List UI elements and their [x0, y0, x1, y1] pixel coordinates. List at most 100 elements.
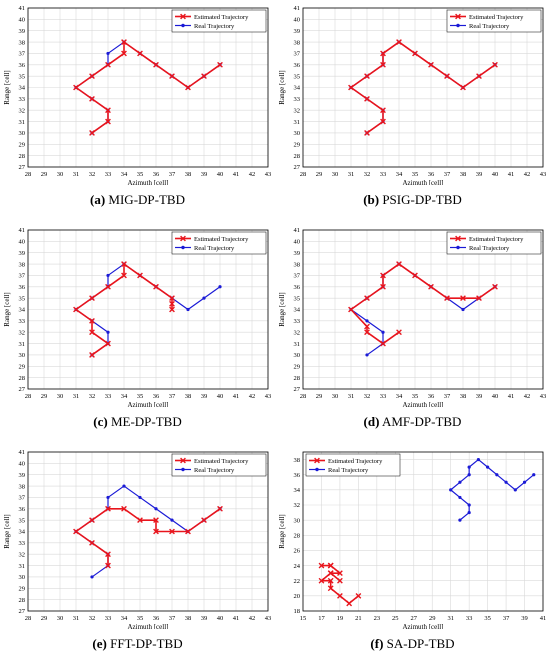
y-tick-label: 29	[294, 141, 301, 148]
estimated-point-stroke	[89, 539, 95, 546]
real-point	[138, 495, 142, 500]
legend-real-label: Real Trajectory	[469, 23, 510, 30]
estimated-point	[396, 329, 402, 336]
x-axis-label: Azimuth [cell]	[402, 179, 443, 185]
estimated-point	[121, 261, 127, 267]
real-point	[365, 353, 369, 357]
estimated-point	[89, 539, 95, 546]
estimated-point	[73, 528, 79, 535]
y-tick-label: 31	[294, 119, 301, 126]
y-tick-label: 38	[294, 457, 301, 464]
estimated-point-stroke	[364, 95, 370, 102]
legend-estimated-label: Estimated Trajectory	[194, 236, 249, 243]
panel-c: 28 29 30 31 32 33 34 35 36 37 38 39 40 41 42 43 27 28 29 30…	[0, 222, 275, 407]
estimated-point-stroke	[137, 517, 143, 524]
y-tick-label: 38	[19, 261, 26, 268]
x-tick-label: 37	[169, 393, 176, 400]
estimated-point-stroke	[428, 61, 434, 68]
legend-estimated-marker	[314, 457, 320, 464]
caption-b-text: PSIG-DP-TBD	[382, 192, 462, 207]
y-tick-label: 29	[19, 363, 26, 370]
estimated-point-stroke	[185, 528, 191, 535]
x-tick-label: 30	[57, 393, 64, 400]
estimated-point	[428, 283, 434, 290]
legend-estimated-marker	[180, 235, 186, 242]
estimated-point-stroke	[337, 592, 343, 599]
legend-real-label: Real Trajectory	[328, 467, 369, 474]
estimated-point	[201, 73, 207, 80]
x-tick-label: 40	[217, 615, 224, 622]
estimated-point-stroke	[121, 50, 127, 57]
y-tick-label: 36	[19, 506, 26, 513]
estimated-point-stroke	[380, 107, 386, 114]
x-tick-label: 39	[476, 171, 483, 178]
y-tick-label: 39	[294, 28, 301, 35]
estimated-point	[396, 261, 402, 267]
y-tick-label: 24	[294, 563, 301, 570]
y-tick-label: 30	[294, 130, 301, 137]
real-point	[106, 51, 110, 56]
x-tick-label: 41	[233, 171, 240, 178]
x-tick-label: 41	[508, 171, 515, 178]
estimated-point-stroke	[153, 283, 159, 290]
y-tick-label: 27	[19, 164, 26, 171]
x-tick-label: 41	[508, 393, 515, 400]
x-tick-label: 19	[337, 615, 344, 622]
x-tick-label: 43	[265, 615, 272, 622]
caption-a-label: (a)	[90, 192, 106, 207]
y-tick-label: 28	[19, 375, 26, 382]
estimated-point-stroke	[89, 352, 95, 358]
estimated-point	[444, 73, 450, 80]
y-tick-label: 34	[19, 529, 26, 536]
estimated-point	[121, 50, 127, 57]
x-tick-label: 39	[201, 171, 208, 178]
x-tick-label: 30	[57, 615, 64, 622]
estimated-trajectory-line	[75, 507, 221, 566]
x-tick-label: 25	[392, 615, 399, 622]
estimated-point	[169, 300, 175, 307]
legend-box	[446, 231, 542, 255]
plot-frame	[27, 229, 269, 390]
estimated-point-stroke	[105, 551, 111, 558]
x-tick-label: 39	[476, 393, 483, 400]
x-tick-label: 28	[300, 171, 307, 178]
real-point	[461, 307, 465, 312]
plot-frame	[27, 451, 269, 612]
caption-d: (d) AMF-DP-TBD	[275, 414, 550, 430]
x-tick-label: 30	[332, 171, 339, 178]
chart-a: 28 29 30 31 32 33 34 35 36 37 38 39 40 41 42 4327282930…	[3, 5, 271, 185]
real-point	[467, 465, 471, 469]
y-tick-label: 33	[294, 318, 301, 325]
estimated-point-stroke	[428, 283, 434, 290]
y-tick-label: 37	[294, 273, 301, 280]
x-tick-label: 29	[41, 393, 48, 400]
caption-a: (a) MIG-DP-TBD	[0, 192, 275, 208]
y-axis-label: Range [cell]	[278, 514, 286, 548]
x-tick-label: 36	[428, 171, 435, 178]
x-tick-label: 35	[137, 171, 144, 178]
estimated-point	[428, 61, 434, 68]
y-tick-label: 40	[19, 17, 26, 24]
y-tick-label: 18	[294, 608, 301, 615]
y-tick-label: 36	[19, 62, 26, 69]
legend-real-label: Real Trajectory	[194, 245, 235, 252]
x-tick-label: 39	[201, 615, 208, 622]
y-tick-label: 30	[19, 130, 26, 137]
estimated-point-stroke	[396, 329, 402, 336]
x-tick-label: 27	[411, 615, 418, 622]
chart-b: 28 29 30 31 32 33 34 35 36 37 38 39 40 41 42 4327282930…	[278, 5, 546, 185]
y-axis-label: Range [cell]	[3, 70, 11, 104]
estimated-point	[153, 517, 159, 524]
estimated-point	[492, 61, 498, 68]
x-tick-label: 42	[249, 615, 256, 622]
y-axis-label: Range [cell]	[278, 70, 286, 104]
estimated-point	[337, 592, 343, 599]
legend-estimated-marker	[180, 13, 186, 20]
x-tick-label: 31	[73, 615, 80, 622]
x-tick-label: 30	[57, 171, 64, 178]
estimated-point-stroke	[476, 73, 482, 80]
estimated-point-stroke	[105, 283, 111, 290]
estimated-point	[348, 84, 354, 91]
estimated-point	[121, 272, 127, 279]
